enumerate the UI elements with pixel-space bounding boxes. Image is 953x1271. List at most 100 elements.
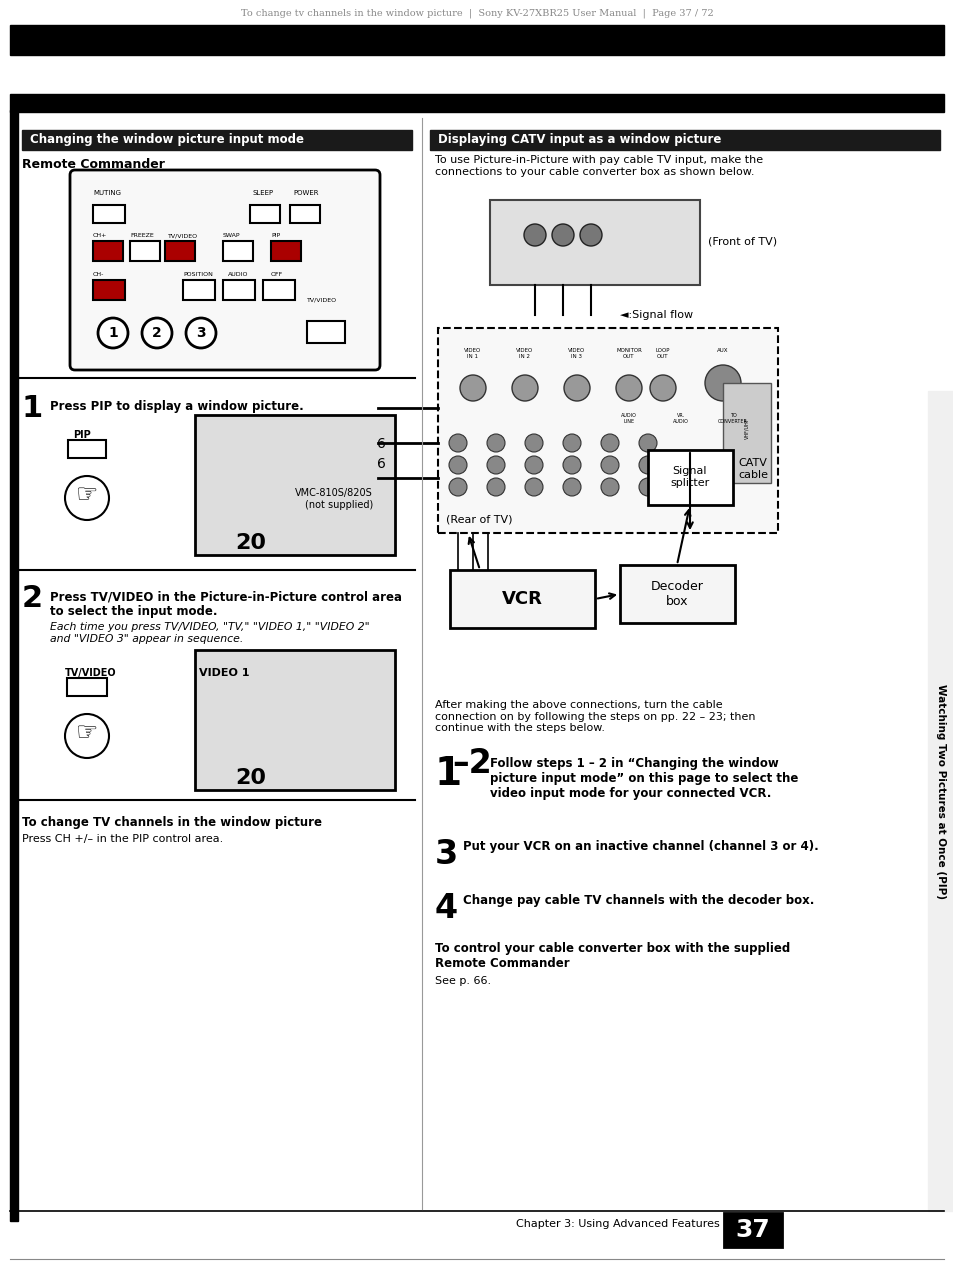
Bar (430, 130, 939, 150)
Text: ◄:Signal flow: ◄:Signal flow (619, 310, 693, 320)
Text: VIDEO
IN 2: VIDEO IN 2 (516, 348, 533, 358)
Text: CATV
cable: CATV cable (738, 459, 767, 479)
Circle shape (65, 477, 109, 520)
Text: MONITOR
OUT: MONITOR OUT (616, 348, 641, 358)
Text: To control your cable converter box with the supplied
Remote Commander: To control your cable converter box with… (435, 942, 789, 970)
Bar (437, 328, 778, 533)
Text: 2: 2 (22, 583, 43, 613)
Text: ☞: ☞ (75, 721, 98, 745)
Text: (Front of TV): (Front of TV) (707, 236, 777, 247)
Text: VMC-810S/820S
(not supplied): VMC-810S/820S (not supplied) (294, 488, 373, 510)
Text: CH-: CH- (92, 272, 104, 277)
Text: 20: 20 (234, 768, 266, 788)
Circle shape (563, 375, 589, 400)
FancyBboxPatch shape (70, 170, 379, 370)
Text: Chapter 3: Using Advanced Features: Chapter 3: Using Advanced Features (516, 1219, 720, 1229)
Circle shape (186, 318, 215, 348)
Text: Each time you press TV/VIDEO, "TV," "VIDEO 1," "VIDEO 2"
and "VIDEO 3" appear in: Each time you press TV/VIDEO, "TV," "VID… (50, 622, 369, 643)
Circle shape (600, 456, 618, 474)
Text: 6: 6 (376, 437, 385, 451)
Text: TV/VIDEO: TV/VIDEO (168, 233, 198, 238)
Text: 37: 37 (735, 1218, 770, 1242)
Bar (307, 322, 345, 343)
Text: VIDEO 1: VIDEO 1 (199, 669, 250, 677)
Circle shape (562, 433, 580, 452)
Circle shape (449, 456, 467, 474)
Circle shape (616, 375, 641, 400)
Circle shape (486, 478, 504, 496)
Circle shape (486, 433, 504, 452)
Bar (263, 280, 294, 300)
Circle shape (449, 433, 467, 452)
Text: 4: 4 (435, 892, 457, 925)
Bar (223, 280, 254, 300)
Text: MUTING: MUTING (92, 189, 121, 196)
Text: Remote Commander: Remote Commander (22, 158, 165, 172)
Text: Follow steps 1 – 2 in “Changing the window
picture input mode” on this page to s: Follow steps 1 – 2 in “Changing the wind… (490, 758, 798, 799)
Text: VR.
AUDIO: VR. AUDIO (673, 413, 688, 423)
Text: Press TV/VIDEO in the Picture-in-Picture control area
to select the input mode.: Press TV/VIDEO in the Picture-in-Picture… (50, 590, 401, 618)
Circle shape (600, 478, 618, 496)
Bar (10, 94, 943, 112)
Bar (271, 241, 301, 261)
Circle shape (552, 224, 574, 247)
Bar (92, 205, 125, 222)
Text: 20: 20 (234, 533, 266, 553)
Text: 6: 6 (376, 458, 385, 472)
Circle shape (486, 456, 504, 474)
Circle shape (639, 456, 657, 474)
Bar (92, 241, 123, 261)
Bar (10, 111, 18, 1221)
Bar (619, 566, 734, 623)
Text: 3: 3 (196, 325, 206, 341)
Bar (10, 66, 943, 88)
Circle shape (142, 318, 172, 348)
Bar (183, 280, 214, 300)
Text: Press CH +/– in the PIP control area.: Press CH +/– in the PIP control area. (22, 834, 223, 844)
Bar (223, 241, 253, 261)
Text: 1: 1 (435, 755, 461, 793)
Text: –2: –2 (452, 747, 491, 780)
Text: Watching Two Pictures at Once (PIP): Watching Two Pictures at Once (PIP) (935, 684, 945, 899)
Text: Changing the window picture input mode: Changing the window picture input mode (30, 133, 304, 146)
Text: POSITION: POSITION (183, 272, 213, 277)
Bar (927, 391, 953, 1211)
Circle shape (704, 365, 740, 400)
Bar (647, 450, 732, 505)
Circle shape (449, 478, 467, 496)
Text: AUDIO
LINE: AUDIO LINE (620, 413, 637, 423)
Bar (490, 200, 700, 285)
Circle shape (512, 375, 537, 400)
Bar (722, 383, 770, 483)
Text: PIP: PIP (73, 430, 91, 440)
Text: Put your VCR on an inactive channel (channel 3 or 4).: Put your VCR on an inactive channel (cha… (462, 840, 818, 853)
Text: Decoder
box: Decoder box (650, 580, 702, 608)
Text: To change tv channels in the window picture  |  Sony KV-27XBR25 User Manual  |  : To change tv channels in the window pict… (240, 8, 713, 18)
Text: FREEZE: FREEZE (130, 233, 153, 238)
Text: 1: 1 (108, 325, 118, 341)
Text: See p. 66.: See p. 66. (435, 976, 491, 986)
Text: To change TV channels in the window picture: To change TV channels in the window pict… (22, 816, 322, 829)
Circle shape (524, 433, 542, 452)
Text: Press PIP to display a window picture.: Press PIP to display a window picture. (50, 400, 303, 413)
Text: TV/VIDEO: TV/VIDEO (307, 297, 336, 302)
Circle shape (523, 224, 545, 247)
Text: Displaying CATV input as a window picture: Displaying CATV input as a window pictur… (437, 133, 720, 146)
Text: VIDEO
IN 1: VIDEO IN 1 (464, 348, 481, 358)
Text: 1: 1 (22, 394, 43, 423)
Text: To use Picture-in-Picture with pay cable TV input, make the
connections to your : To use Picture-in-Picture with pay cable… (435, 155, 762, 177)
Text: ☞: ☞ (75, 483, 98, 507)
Text: AUDIO: AUDIO (228, 272, 248, 277)
Text: CH+: CH+ (92, 233, 108, 238)
Bar (290, 205, 319, 222)
Text: VIDEO
IN 3: VIDEO IN 3 (568, 348, 585, 358)
Circle shape (65, 714, 109, 758)
Bar (450, 569, 595, 628)
Bar (92, 280, 125, 300)
Text: 3: 3 (435, 838, 457, 871)
Bar (165, 241, 194, 261)
Text: SLEEP: SLEEP (253, 189, 274, 196)
Bar (194, 649, 395, 791)
Bar (130, 241, 160, 261)
Text: (Rear of TV): (Rear of TV) (446, 515, 512, 525)
